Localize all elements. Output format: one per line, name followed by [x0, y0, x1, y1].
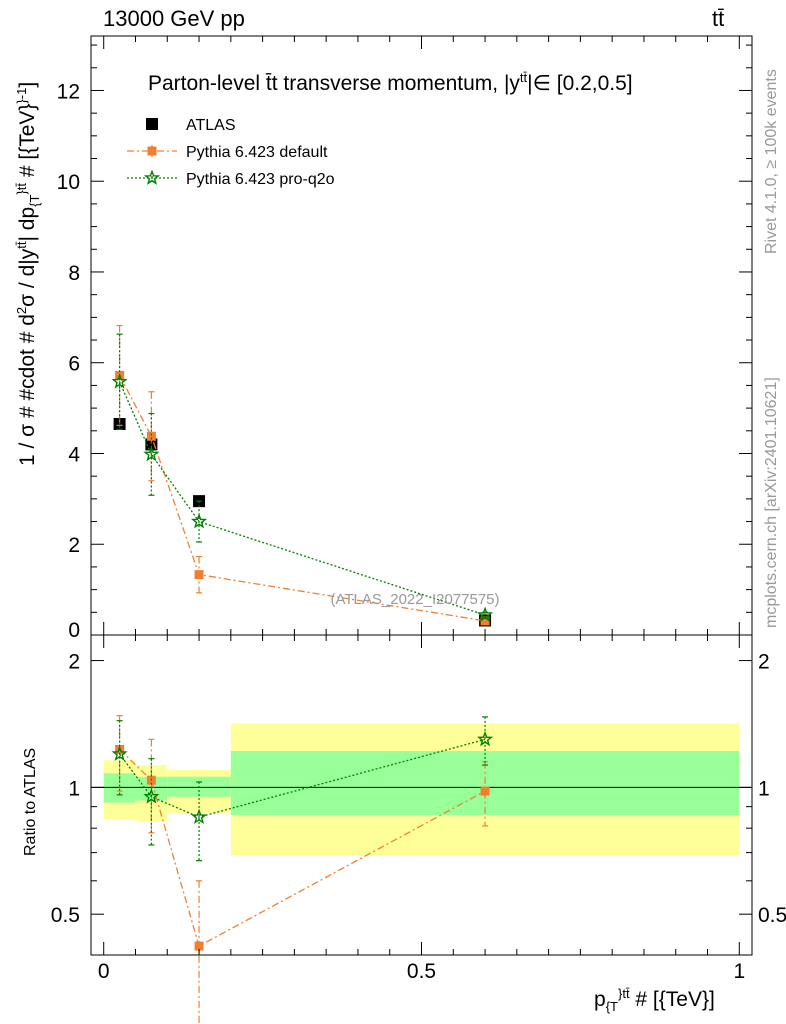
- ratio-panel-marks: [111, 715, 494, 1024]
- plot-title: Parton-level t̄t transverse momentum, |y…: [148, 70, 633, 96]
- x-axis-label: p{T}tt̄ # [{TeV}]: [594, 986, 715, 1014]
- default-main-line: [119, 375, 486, 622]
- x-tick-label-0: 0: [98, 960, 110, 983]
- legend: ATLAS Pythia 6.423 default Pythia 6.423 pr…: [127, 117, 335, 188]
- proq2o-ratio-point-3: [476, 730, 494, 747]
- xlabel-sup2: tt̄: [622, 986, 630, 1001]
- ratio-tick-label-right-2: 2: [758, 651, 770, 674]
- process-label: tt̄: [712, 6, 725, 31]
- ratio-tick-label-left-0: 0.5: [51, 904, 80, 927]
- proq2o-ratio-line: [119, 738, 486, 818]
- plot-title-tail: |∈ [0.2,0.5]: [527, 72, 633, 95]
- xlabel-part-b: # [{TeV}]: [629, 988, 715, 1011]
- proq2o-main-point-2: [190, 513, 208, 529]
- proq2o-ratio-point-1: [143, 788, 160, 804]
- ratio-tick-label-right-0: 0.5: [758, 904, 786, 927]
- default-main-point-2: [194, 570, 204, 580]
- proq2o-ratio-point-0: [111, 745, 128, 761]
- legend-label-0: ATLAS: [186, 117, 236, 134]
- y-tick-label-5: 10: [57, 171, 80, 194]
- legend-marker-2: [143, 169, 161, 185]
- proq2o-main-point-1: [143, 445, 160, 462]
- default-ratio-point-2: [194, 941, 204, 951]
- main-panel-marks: [111, 324, 494, 627]
- x-tick-label-2: 1: [733, 960, 745, 983]
- plot-title-sup: tt̄: [519, 70, 528, 85]
- proq2o-ratio-point-2: [190, 808, 208, 824]
- legend-label-2: Pythia 6.423 pro-q2o: [186, 171, 335, 188]
- legend-marker-1: [147, 146, 157, 156]
- xlabel-sub: {T: [605, 999, 618, 1015]
- y-tick-label-0: 0: [68, 619, 80, 642]
- atlas-point-1: [145, 438, 158, 451]
- plot-title-main: Parton-level t̄t transverse momentum, |y: [148, 72, 520, 95]
- y-tick-label-4: 8: [68, 262, 80, 285]
- proq2o-main-line: [119, 381, 486, 616]
- y-tick-label-3: 6: [68, 353, 80, 376]
- proq2o-main-point-0: [111, 373, 128, 389]
- y-tick-label-6: 12: [57, 80, 80, 103]
- ratio-tick-label-left-2: 2: [68, 651, 80, 674]
- y-tick-label-1: 2: [68, 534, 80, 557]
- default-main-point-1: [146, 431, 156, 441]
- xlabel-part-a: p: [594, 988, 606, 1011]
- ratio-tick-label-right-1: 1: [758, 777, 770, 800]
- default-main-point-3: [480, 616, 490, 626]
- legend-marker-0: [146, 118, 158, 130]
- ratio-tick-label-left-1: 1: [68, 777, 80, 800]
- energy-label: 13000 GeV pp: [103, 6, 245, 31]
- default-ratio-point-3: [480, 786, 490, 796]
- analysis-watermark: (ATLAS_2022_I2077575): [330, 591, 499, 608]
- proq2o-main-point-3: [476, 606, 494, 622]
- xlabel-sup: }: [617, 986, 623, 1001]
- x-tick-label-1: 0.5: [407, 960, 436, 983]
- legend-label-1: Pythia 6.423 default: [186, 144, 328, 161]
- y-tick-label-2: 4: [68, 443, 80, 466]
- default-ratio-line: [119, 749, 486, 948]
